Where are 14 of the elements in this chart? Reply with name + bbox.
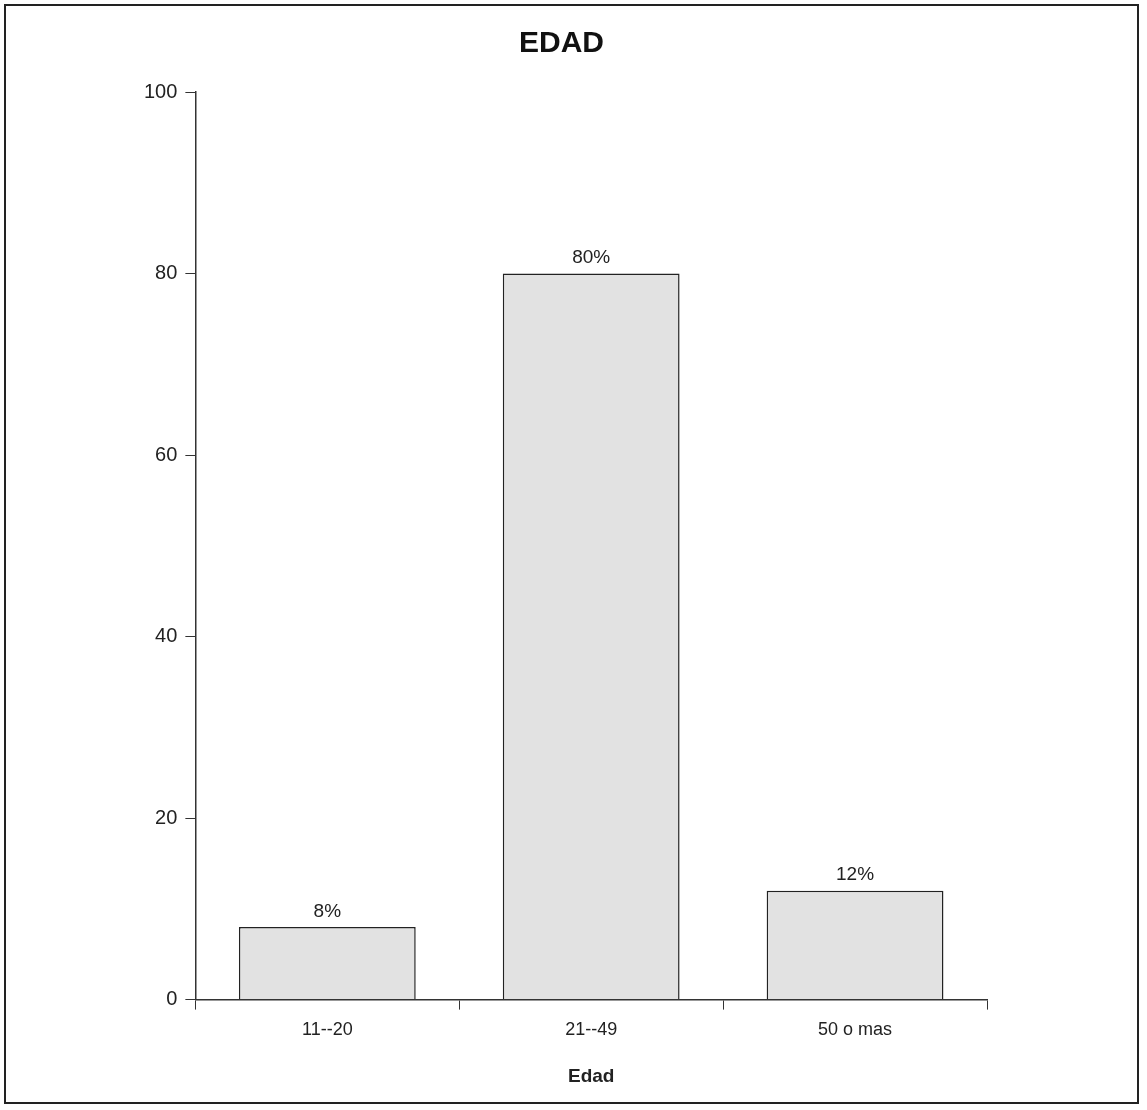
y-tick-label: 80	[155, 261, 178, 284]
data-label: 8%	[313, 899, 342, 921]
y-tick-label: 0	[166, 987, 178, 1010]
x-tick-label: 50 o mas	[818, 1019, 893, 1040]
x-tick-label: 21--49	[565, 1019, 618, 1040]
data-label: 80%	[572, 246, 611, 268]
y-tick-label: 20	[155, 805, 178, 828]
chart-title: EDAD	[518, 25, 605, 59]
y-tick-label: 100	[143, 79, 178, 102]
y-tick-label: 60	[155, 442, 178, 465]
x-tick-label: 11--20	[301, 1019, 353, 1040]
x-axis-title: Edad	[567, 1064, 615, 1086]
data-label: 12%	[836, 863, 875, 885]
y-tick-label: 40	[155, 624, 178, 647]
